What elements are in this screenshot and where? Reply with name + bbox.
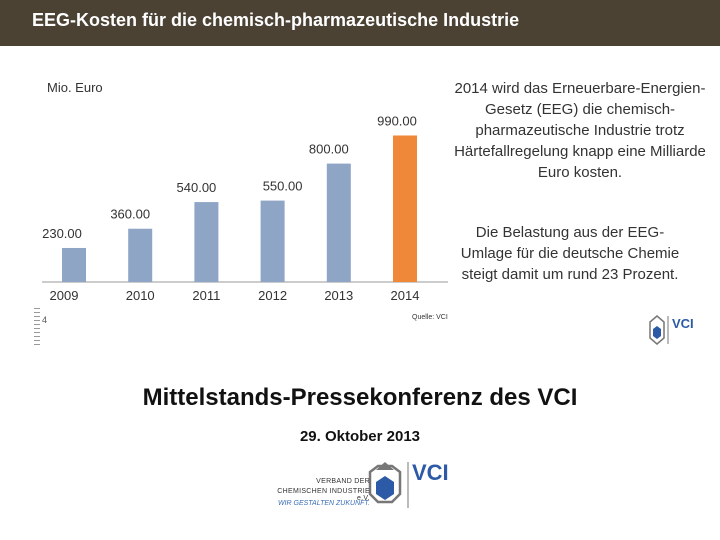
bar-2010: [128, 228, 153, 282]
x-tick-2013: 2013: [324, 288, 353, 303]
chart-source: Quelle: VCI: [412, 314, 448, 321]
logo-caption-line2: CHEMISCHEN INDUSTRIE e.V.: [277, 488, 370, 502]
x-tick-2014: 2014: [391, 288, 420, 303]
data-label-2010: 360.00: [110, 207, 150, 222]
vci-logo-small: VCI: [649, 315, 694, 345]
data-label-2014: 990.00: [377, 113, 417, 128]
data-label-2012: 550.00: [263, 179, 303, 194]
data-label-2013: 800.00: [309, 142, 349, 157]
header-bar: EEG-Kosten für die chemisch-pharmazeutis…: [0, 0, 720, 46]
page-number: 4: [42, 315, 48, 325]
vci-logo-large: VCI: [368, 460, 449, 508]
data-label-2011: 540.00: [177, 180, 217, 195]
page-title: EEG-Kosten für die chemisch-pharmazeutis…: [32, 10, 520, 30]
data-label-2009: 230.00: [42, 226, 82, 241]
bar-2011: [194, 202, 219, 282]
vci-logo-text-large: VCI: [412, 460, 449, 485]
bar-2014: [393, 135, 417, 282]
bar-2009: [62, 247, 86, 282]
logo-tagline: WIR GESTALTEN ZUKUNFT.: [277, 500, 370, 507]
presentation-date: 29. Oktober 2013: [299, 428, 421, 445]
x-tick-2011: 2011: [192, 288, 220, 303]
side-paragraph-1: 2014 wird das Erneuerbare-Energien-Geset…: [454, 80, 706, 181]
bar-2013: [326, 163, 351, 282]
presentation-title: Mittelstands-Pressekonferenz des VCI: [142, 384, 578, 411]
x-tick-2012: 2012: [258, 288, 287, 303]
chart-unit-label: Mio. Euro: [47, 80, 103, 95]
slide-edge-marks: [34, 308, 40, 348]
x-tick-2009: 2009: [50, 288, 79, 303]
x-tick-2010: 2010: [126, 288, 155, 303]
side-paragraph-2: Die Belastung aus der EEG-Umlage für die…: [460, 224, 680, 283]
logo-caption-line1: VERBAND DER: [316, 478, 370, 485]
vci-logo-text-small: VCI: [672, 316, 694, 331]
bar-2012: [260, 200, 285, 282]
